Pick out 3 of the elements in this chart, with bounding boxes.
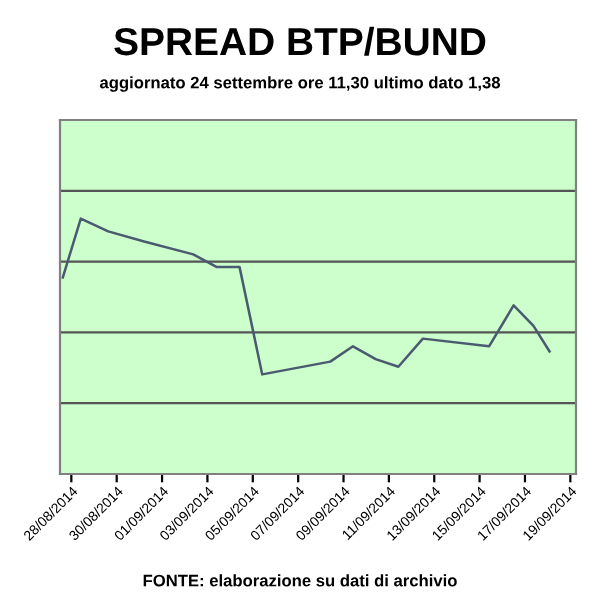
chart-subtitle: aggiornato 24 settembre ore 11,30 ultimo dato 1,38 (99, 76, 501, 92)
chart-title: SPREAD BTP/BUND (114, 26, 486, 56)
source-note: FONTE: elaborazione su dati di archivio (143, 574, 457, 587)
